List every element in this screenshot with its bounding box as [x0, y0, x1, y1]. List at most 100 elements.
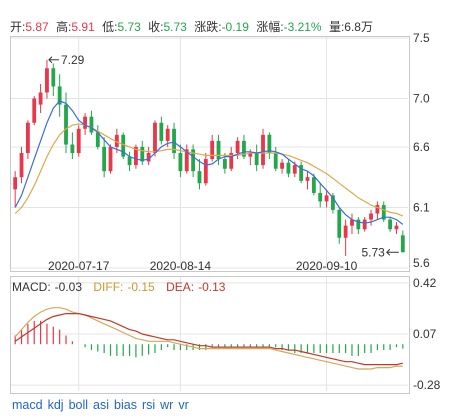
- candle-body: [83, 116, 87, 129]
- open-value: 5.87: [25, 20, 49, 34]
- candle-body: [394, 225, 399, 230]
- diff-value: -0.15: [127, 280, 155, 294]
- open-label: 开:: [10, 20, 26, 34]
- price-axis-tick-label: 5.6: [413, 256, 430, 270]
- candle-body: [318, 192, 323, 202]
- volume-value: 6.8万: [344, 20, 373, 34]
- pct-label: 涨幅:: [256, 20, 284, 34]
- candle-body: [210, 140, 215, 160]
- candle-body: [140, 146, 145, 162]
- ohlc-info-bar: 开:5.87 高:5.91 低:5.73 收:5.73 涨跌:-0.19 涨幅:…: [10, 20, 377, 34]
- candle-body: [350, 219, 354, 226]
- candle-body: [13, 177, 18, 190]
- candle-body: [89, 116, 94, 133]
- candle-body: [400, 235, 405, 253]
- candle-body: [254, 153, 259, 166]
- close-value: 5.73: [163, 20, 187, 34]
- macd-axis-tick-label: -0.28: [413, 378, 441, 392]
- price-axis-tick-label: 6.6: [413, 140, 430, 154]
- tab-boll[interactable]: boll: [68, 398, 89, 412]
- candle-body: [369, 213, 373, 220]
- candle-body: [134, 146, 138, 166]
- price-axis-tick-label: 6.1: [413, 200, 430, 214]
- candle-body: [203, 159, 208, 184]
- tab-asi[interactable]: asi: [93, 398, 110, 412]
- tab-kdj[interactable]: kdj: [47, 398, 64, 412]
- close-label: 收:: [148, 20, 164, 34]
- ma-long-line: [14, 123, 404, 217]
- low-value: 5.73: [117, 20, 141, 34]
- price-panel-frame: [10, 36, 410, 272]
- candle-body: [216, 140, 221, 160]
- change-value: -0.19: [221, 20, 249, 34]
- candle-body: [146, 153, 151, 162]
- dea-label: DEA: -0.13: [166, 280, 226, 294]
- candle-body: [25, 122, 30, 153]
- candle-body: [76, 128, 81, 153]
- price-axis-tick-label: 7.5: [413, 31, 430, 45]
- candle-body: [248, 153, 253, 157]
- macd-label: MACD: -0.03: [12, 280, 83, 294]
- diff-label: DIFF: -0.15: [93, 280, 155, 294]
- candle-body: [102, 146, 107, 172]
- candle-body: [222, 159, 227, 169]
- last-arrow-head: [386, 248, 391, 256]
- candle-body: [70, 144, 75, 153]
- date-axis-tick-label: 2020-09-10: [296, 259, 358, 273]
- candle-body: [242, 140, 246, 157]
- candle-body: [127, 156, 132, 166]
- candle-body: [292, 165, 297, 174]
- candle-body: [57, 86, 62, 105]
- candle-body: [267, 134, 272, 153]
- dea-line: [14, 313, 403, 366]
- date-axis-tick-label: 2020-07-17: [48, 259, 110, 273]
- candle-body: [184, 149, 189, 172]
- candle-body: [362, 219, 367, 230]
- macd-value: -0.03: [54, 280, 83, 294]
- candle-body: [121, 134, 126, 157]
- candle-body: [337, 209, 342, 238]
- high-arrow-head: [48, 56, 53, 64]
- candle-body: [299, 165, 304, 181]
- candle-body: [95, 132, 100, 147]
- candle-body: [343, 225, 348, 238]
- candle-body: [229, 153, 234, 169]
- candle-body: [64, 104, 68, 145]
- candle-body: [38, 92, 43, 105]
- tab-rsi[interactable]: rsi: [141, 398, 156, 412]
- candle-body: [51, 68, 56, 87]
- high-price-annotation: 7.29: [61, 53, 85, 67]
- candle-body: [19, 153, 24, 178]
- macd-info-bar: MACD: -0.03 DIFF: -0.15 DEA: -0.13: [12, 280, 233, 294]
- candle-body: [381, 205, 386, 220]
- candle-body: [286, 162, 291, 174]
- change-label: 涨跌:: [194, 20, 222, 34]
- candle-body: [153, 122, 157, 153]
- tab-bias[interactable]: bias: [114, 398, 137, 412]
- macd-panel-frame: [10, 276, 410, 394]
- tab-wr[interactable]: wr: [160, 398, 174, 412]
- diff-line: [14, 307, 403, 370]
- tab-macd[interactable]: macd: [12, 398, 43, 412]
- candle-body: [388, 219, 393, 230]
- candle-body: [191, 149, 196, 172]
- candle-body: [114, 134, 119, 147]
- candle-body: [261, 134, 265, 166]
- high-value: 5.91: [71, 20, 95, 34]
- candle-body: [273, 153, 278, 169]
- high-label: 高:: [56, 20, 72, 34]
- volume-label: 量:: [328, 20, 345, 34]
- pct-value: -3.21%: [283, 20, 322, 34]
- candle-body: [324, 195, 329, 202]
- candle-body: [311, 177, 316, 193]
- tab-vr[interactable]: vr: [178, 398, 189, 412]
- candle-body: [235, 140, 240, 153]
- candle-body: [178, 153, 183, 172]
- candle-body: [172, 128, 176, 153]
- last-price-annotation: 5.73: [361, 245, 385, 259]
- candle-body: [356, 219, 361, 230]
- candle-body: [32, 98, 37, 123]
- candle-body: [108, 146, 113, 172]
